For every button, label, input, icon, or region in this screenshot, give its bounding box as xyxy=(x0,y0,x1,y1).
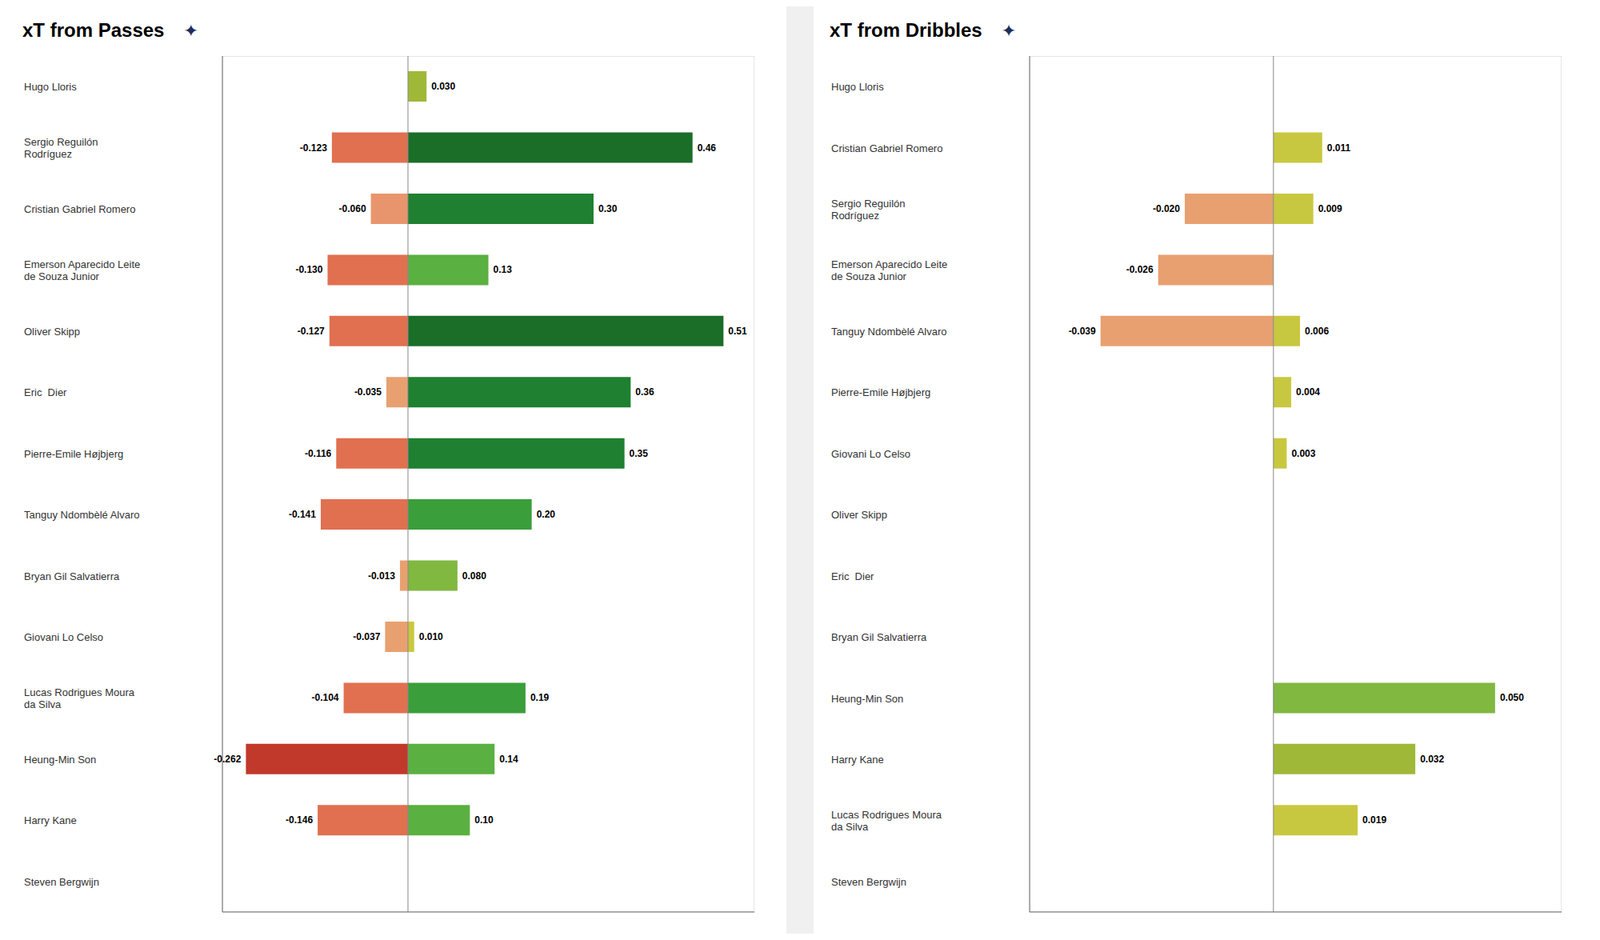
svg-text:0.36: 0.36 xyxy=(635,386,655,398)
svg-text:-0.123: -0.123 xyxy=(300,142,328,154)
svg-text:Giovani Lo Celso: Giovani Lo Celso xyxy=(831,447,911,460)
svg-text:0.30: 0.30 xyxy=(598,203,618,215)
svg-text:Harry Kane: Harry Kane xyxy=(831,752,884,765)
svg-text:0.019: 0.019 xyxy=(1362,814,1387,826)
svg-text:-0.127: -0.127 xyxy=(297,325,325,337)
svg-text:0.003: 0.003 xyxy=(1291,448,1316,460)
svg-text:0.030: 0.030 xyxy=(431,80,456,92)
svg-text:Heung-Min Son: Heung-Min Son xyxy=(24,752,96,765)
svg-text:Giovani Lo Celso: Giovani Lo Celso xyxy=(24,631,104,644)
svg-text:0.006: 0.006 xyxy=(1304,325,1329,337)
svg-text:Lucas Rodrigues Mourada Silva: Lucas Rodrigues Mourada Silva xyxy=(24,686,136,711)
html-text:xT from Passes: xT from Passes xyxy=(22,19,165,41)
html-text:xT from Dribbles: xT from Dribbles xyxy=(829,19,983,41)
svg-text:0.009: 0.009 xyxy=(1318,203,1343,215)
svg-text:0.004: 0.004 xyxy=(1296,386,1320,398)
svg-text:Pierre-Emile Højbjerg: Pierre-Emile Højbjerg xyxy=(831,386,931,399)
svg-text:Steven Bergwijn: Steven Bergwijn xyxy=(24,875,100,888)
svg-text:Emerson Aparecido Leitede Souz: Emerson Aparecido Leitede Souza Junior xyxy=(831,258,948,283)
svg-text:Emerson Aparecido Leitede Souz: Emerson Aparecido Leitede Souza Junior xyxy=(24,258,140,283)
svg-text:Steven Bergwijn: Steven Bergwijn xyxy=(831,875,907,888)
svg-text:-0.146: -0.146 xyxy=(285,814,313,826)
svg-text:Hugo Lloris: Hugo Lloris xyxy=(24,80,77,93)
svg-text:-0.039: -0.039 xyxy=(1068,325,1096,337)
svg-text:0.10: 0.10 xyxy=(474,814,494,826)
svg-text:-0.116: -0.116 xyxy=(304,448,332,460)
svg-text:-0.037: -0.037 xyxy=(352,631,380,643)
svg-text:-0.262: -0.262 xyxy=(213,753,241,765)
svg-text:Harry Kane: Harry Kane xyxy=(24,814,77,827)
svg-text:-0.020: -0.020 xyxy=(1152,203,1180,215)
svg-text:0.050: 0.050 xyxy=(1500,692,1524,704)
svg-text:-0.013: -0.013 xyxy=(368,570,396,582)
svg-text:0.19: 0.19 xyxy=(530,692,550,704)
svg-text:0.35: 0.35 xyxy=(629,448,649,460)
svg-text:Lucas Rodrigues Mourada Silva: Lucas Rodrigues Mourada Silva xyxy=(831,808,943,832)
svg-text:-0.026: -0.026 xyxy=(1126,264,1154,276)
svg-text:Eric Dier: Eric Dier xyxy=(831,569,875,582)
svg-text:Tanguy Ndombèlé Alvaro: Tanguy Ndombèlé Alvaro xyxy=(24,508,140,521)
svg-text:Cristian Gabriel Romero: Cristian Gabriel Romero xyxy=(831,141,943,154)
svg-text:Sergio ReguilónRodríguez: Sergio ReguilónRodríguez xyxy=(24,136,99,160)
svg-text:Oliver Skipp: Oliver Skipp xyxy=(24,324,80,337)
svg-text:-0.104: -0.104 xyxy=(312,692,340,704)
svg-text:0.032: 0.032 xyxy=(1420,753,1444,765)
svg-text:0.010: 0.010 xyxy=(419,631,444,643)
svg-text:0.51: 0.51 xyxy=(728,325,748,337)
svg-text:0.080: 0.080 xyxy=(462,570,487,582)
svg-text:-0.060: -0.060 xyxy=(339,203,367,215)
svg-text:0.14: 0.14 xyxy=(499,753,519,765)
svg-text:-0.035: -0.035 xyxy=(354,386,382,398)
svg-text:-0.130: -0.130 xyxy=(295,264,323,276)
svg-text:0.20: 0.20 xyxy=(536,508,556,520)
svg-text:0.13: 0.13 xyxy=(493,264,513,276)
svg-text:Cristian Gabriel Romero: Cristian Gabriel Romero xyxy=(24,203,136,216)
svg-text:0.011: 0.011 xyxy=(1327,142,1352,154)
svg-text:Sergio ReguilónRodríguez: Sergio ReguilónRodríguez xyxy=(831,196,906,221)
svg-text:0.46: 0.46 xyxy=(697,142,717,154)
svg-text:Pierre-Emile Højbjerg: Pierre-Emile Højbjerg xyxy=(24,447,124,460)
svg-text:Hugo Lloris: Hugo Lloris xyxy=(831,80,884,93)
svg-text:Tanguy Ndombèlé Alvaro: Tanguy Ndombèlé Alvaro xyxy=(831,324,948,337)
svg-text:Eric Dier: Eric Dier xyxy=(24,386,68,399)
svg-text:Heung-Min Son: Heung-Min Son xyxy=(831,692,904,704)
svg-text:Bryan Gil Salvatierra: Bryan Gil Salvatierra xyxy=(24,569,120,582)
svg-text:-0.141: -0.141 xyxy=(288,508,316,520)
svg-text:Oliver Skipp: Oliver Skipp xyxy=(831,508,888,521)
svg-text:Bryan Gil Salvatierra: Bryan Gil Salvatierra xyxy=(831,631,928,644)
